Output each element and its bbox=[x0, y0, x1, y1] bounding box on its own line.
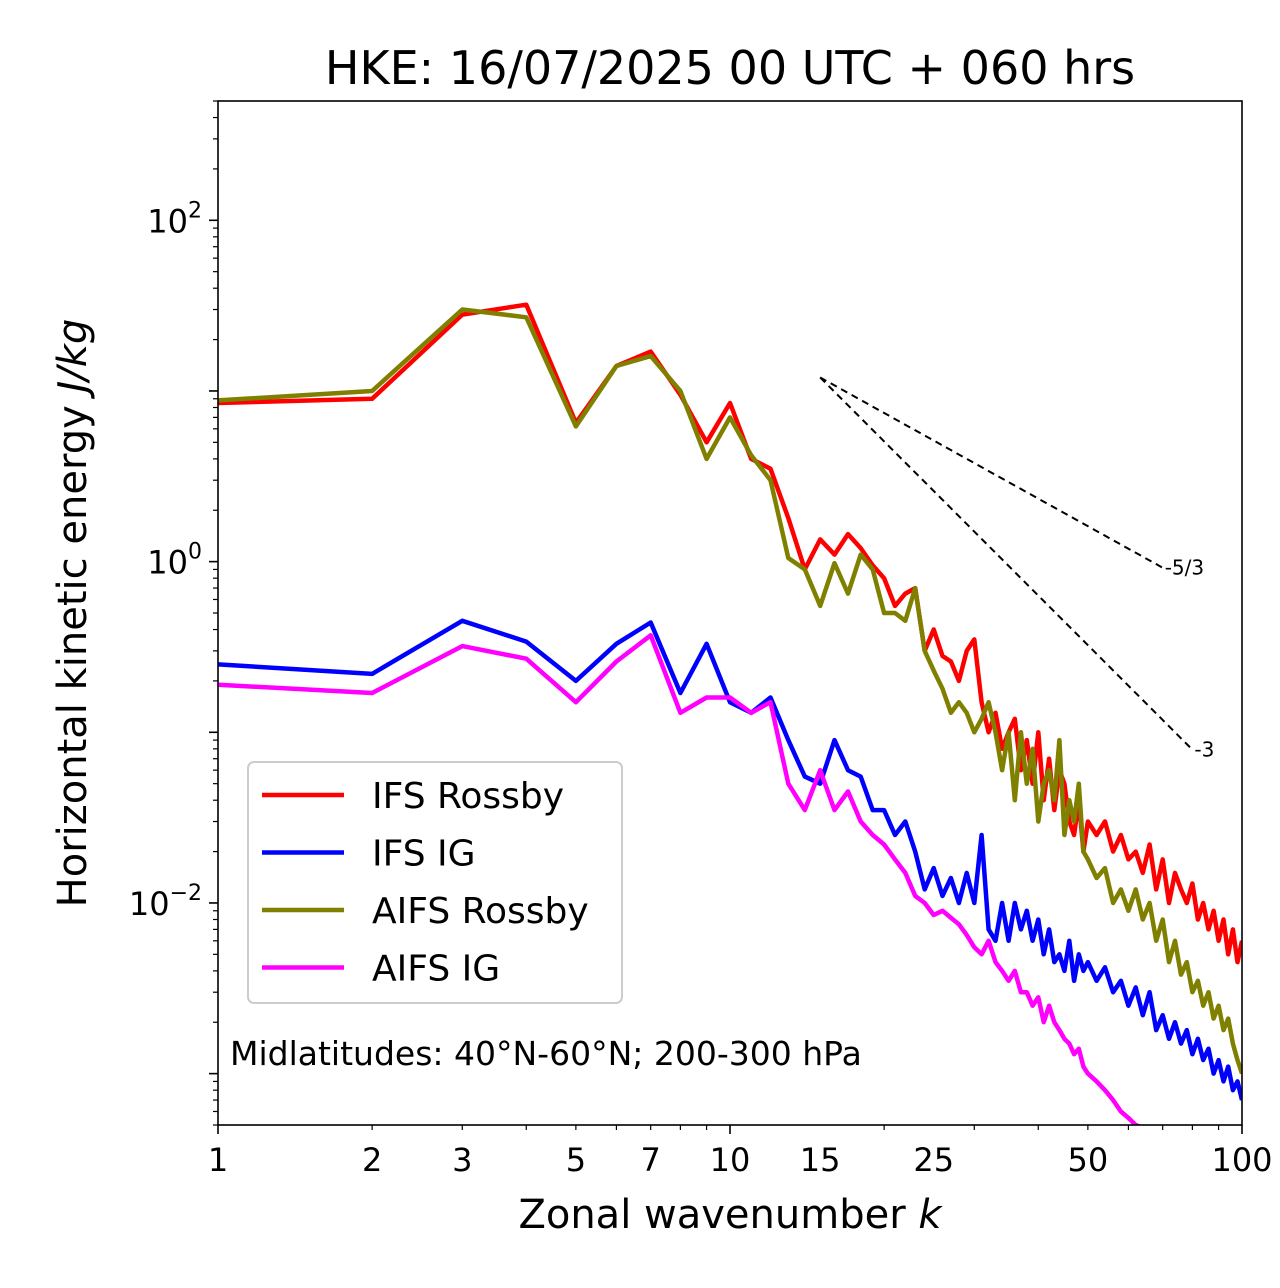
y-tick-label-1: 100 bbox=[147, 540, 202, 582]
reference-slope-line-1 bbox=[819, 376, 1194, 751]
legend-label-1: IFS IG bbox=[372, 834, 476, 875]
series-layer bbox=[218, 302, 1242, 1125]
y-tick-label-2: 10−2 bbox=[129, 881, 202, 923]
x-tick-label-1: 2 bbox=[362, 1141, 382, 1179]
series-line-3 bbox=[218, 633, 1142, 1125]
x-tick-label-5: 10 bbox=[710, 1141, 751, 1179]
x-tick-label-6: 15 bbox=[800, 1141, 841, 1179]
y-axis-label-text: Horizontal kinetic energy bbox=[50, 393, 96, 908]
legend-label-0: IFS Rossby bbox=[372, 776, 564, 817]
y-tick-label-0: 102 bbox=[147, 198, 202, 240]
legend: IFS Rossby IFS IG AIFS Rossby AIFS IG bbox=[247, 761, 623, 1004]
reference-slope-label-1: -3 bbox=[1194, 738, 1214, 762]
reference-slope-layer: -5/3 -3 bbox=[819, 376, 1214, 762]
series-line-0 bbox=[218, 302, 1242, 965]
x-tick-label-3: 5 bbox=[566, 1141, 586, 1179]
reference-slope-line-0 bbox=[819, 376, 1164, 569]
x-axis-label: Zonal wavenumber k bbox=[518, 1192, 943, 1238]
x-axis-label-text: Zonal wavenumber bbox=[518, 1192, 918, 1238]
y-axis-label: Horizontal kinetic energy J/kg bbox=[50, 319, 96, 908]
region-annotation: Midlatitudes: 40°N-60°N; 200-300 hPa bbox=[230, 1034, 862, 1073]
y-axis-ticks: 102 100 10−2 bbox=[129, 100, 218, 1126]
y-axis-label-unit: J/kg bbox=[50, 319, 96, 400]
legend-box bbox=[247, 761, 623, 1004]
x-tick-label-8: 50 bbox=[1068, 1141, 1109, 1179]
x-tick-label-9: 100 bbox=[1211, 1141, 1272, 1179]
x-tick-label-7: 25 bbox=[913, 1141, 954, 1179]
legend-label-3: AIFS IG bbox=[372, 949, 500, 990]
chart-title: HKE: 16/07/2025 00 UTC + 060 hrs bbox=[325, 41, 1135, 95]
series-line-2 bbox=[218, 307, 1242, 1075]
reference-slope-label-0: -5/3 bbox=[1165, 556, 1204, 580]
legend-entries: IFS Rossby IFS IG AIFS Rossby AIFS IG bbox=[262, 776, 589, 990]
x-tick-label-2: 3 bbox=[452, 1141, 472, 1179]
x-tick-label-4: 7 bbox=[641, 1141, 661, 1179]
legend-label-2: AIFS Rossby bbox=[372, 891, 589, 932]
x-tick-label-0: 1 bbox=[208, 1141, 228, 1179]
series-line-1 bbox=[218, 618, 1242, 1101]
x-axis-ticks: 1 2 3 5 7 10 15 25 50 100 bbox=[208, 1125, 1273, 1179]
x-axis-label-symbol: k bbox=[918, 1192, 943, 1238]
